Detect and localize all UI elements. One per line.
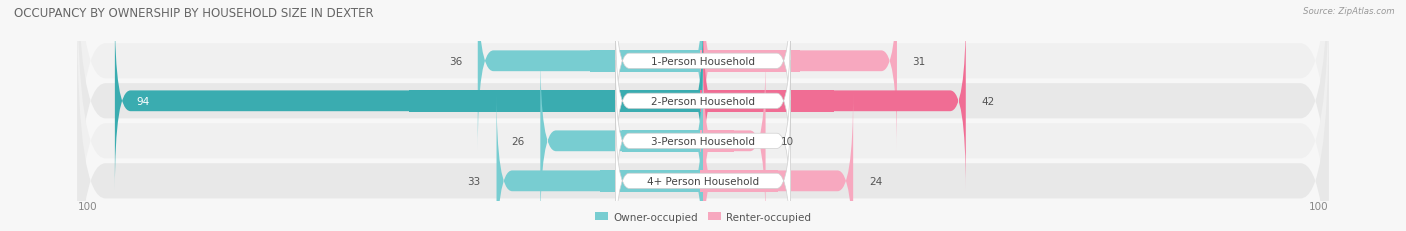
Text: 24: 24 bbox=[869, 176, 882, 186]
Bar bbox=[600, 170, 706, 192]
Bar bbox=[700, 91, 834, 112]
Bar bbox=[700, 131, 734, 152]
FancyBboxPatch shape bbox=[616, 21, 790, 181]
Text: 3-Person Household: 3-Person Household bbox=[651, 136, 755, 146]
Bar bbox=[700, 51, 800, 72]
FancyBboxPatch shape bbox=[703, 0, 897, 151]
FancyBboxPatch shape bbox=[478, 0, 703, 151]
FancyBboxPatch shape bbox=[496, 92, 703, 231]
FancyBboxPatch shape bbox=[616, 0, 790, 142]
Text: 94: 94 bbox=[136, 96, 150, 106]
Text: 36: 36 bbox=[449, 57, 463, 67]
Text: 1-Person Household: 1-Person Household bbox=[651, 57, 755, 67]
Text: 100: 100 bbox=[1309, 201, 1329, 211]
FancyBboxPatch shape bbox=[703, 12, 966, 191]
Text: 31: 31 bbox=[912, 57, 925, 67]
Text: 26: 26 bbox=[512, 136, 524, 146]
FancyBboxPatch shape bbox=[703, 92, 853, 231]
FancyBboxPatch shape bbox=[77, 0, 1329, 223]
Text: 100: 100 bbox=[77, 201, 97, 211]
Legend: Owner-occupied, Renter-occupied: Owner-occupied, Renter-occupied bbox=[591, 208, 815, 226]
Text: 33: 33 bbox=[468, 176, 481, 186]
Text: 42: 42 bbox=[981, 96, 994, 106]
FancyBboxPatch shape bbox=[77, 0, 1329, 231]
Bar bbox=[409, 91, 706, 112]
Bar bbox=[621, 131, 706, 152]
FancyBboxPatch shape bbox=[77, 19, 1329, 231]
FancyBboxPatch shape bbox=[115, 12, 703, 191]
Text: Source: ZipAtlas.com: Source: ZipAtlas.com bbox=[1303, 7, 1395, 16]
FancyBboxPatch shape bbox=[616, 101, 790, 231]
Bar bbox=[591, 51, 706, 72]
FancyBboxPatch shape bbox=[77, 0, 1329, 231]
Text: 4+ Person Household: 4+ Person Household bbox=[647, 176, 759, 186]
Text: 2-Person Household: 2-Person Household bbox=[651, 96, 755, 106]
FancyBboxPatch shape bbox=[703, 52, 765, 231]
FancyBboxPatch shape bbox=[616, 61, 790, 221]
Bar bbox=[700, 170, 778, 192]
FancyBboxPatch shape bbox=[540, 52, 703, 231]
Text: 10: 10 bbox=[782, 136, 794, 146]
Text: OCCUPANCY BY OWNERSHIP BY HOUSEHOLD SIZE IN DEXTER: OCCUPANCY BY OWNERSHIP BY HOUSEHOLD SIZE… bbox=[14, 7, 374, 20]
